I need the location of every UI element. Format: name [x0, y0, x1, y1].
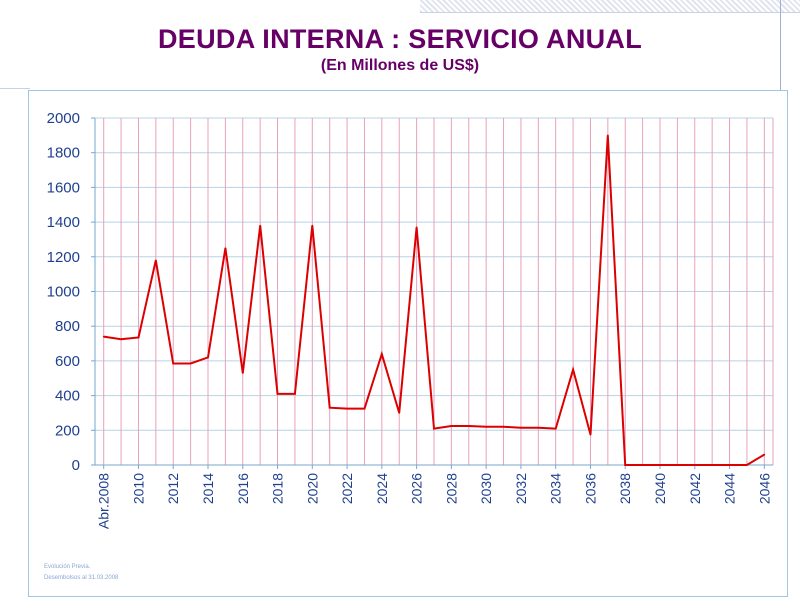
- data-point: [728, 464, 731, 466]
- data-point: [241, 372, 244, 374]
- x-tick-label: 2036: [582, 473, 598, 504]
- x-tick-label: 2020: [304, 473, 320, 504]
- x-tick-label: 2016: [235, 473, 251, 504]
- slide-frame-line: [0, 88, 30, 89]
- data-point: [294, 393, 296, 395]
- x-tick-label: 2026: [409, 473, 425, 504]
- y-tick-label: 1600: [47, 179, 80, 196]
- data-point: [172, 362, 175, 365]
- series: [102, 134, 766, 466]
- data-point: [572, 368, 574, 371]
- data-point: [328, 406, 331, 409]
- data-point: [276, 393, 279, 395]
- y-tick-label: 800: [55, 318, 80, 335]
- y-tick-label: 1200: [47, 249, 80, 266]
- data-point: [485, 426, 487, 428]
- data-point: [155, 259, 157, 262]
- y-tick-label: 400: [55, 388, 80, 405]
- data-point: [259, 224, 261, 227]
- y-tick-label: 200: [55, 422, 80, 439]
- x-tick-label: 2022: [339, 473, 355, 504]
- data-point: [537, 426, 540, 429]
- chart-subtitle: (En Millones de US$): [320, 57, 480, 74]
- data-point: [207, 356, 209, 359]
- x-tick-label: 2040: [652, 473, 668, 504]
- x-tick-label: 2030: [478, 473, 494, 504]
- x-tick-label: 2024: [374, 473, 390, 504]
- gridlines: [95, 117, 774, 466]
- data-point: [102, 335, 105, 338]
- data-point: [433, 427, 435, 430]
- x-tick-label: 2042: [687, 473, 703, 504]
- data-point: [189, 362, 192, 365]
- data-point: [554, 427, 557, 430]
- y-tick-label: 0: [72, 457, 80, 474]
- data-point: [641, 464, 644, 466]
- data-point: [381, 353, 383, 355]
- header-pattern: [420, 0, 800, 13]
- x-tick-label: 2018: [270, 473, 286, 504]
- data-point: [676, 464, 679, 466]
- slide-frame-line: [780, 0, 781, 90]
- data-point: [398, 412, 401, 414]
- tick-labels: 0 200 400 600 800 1000 1200 1400 1600 1800 2000 Abr…: [47, 110, 773, 529]
- y-tick-label: 1400: [47, 214, 80, 231]
- x-tick-label: 2046: [756, 473, 772, 504]
- data-point: [659, 464, 661, 466]
- y-tick-label: 600: [55, 353, 80, 370]
- y-tick-label: 1800: [47, 145, 80, 162]
- y-tick-label: 2000: [47, 110, 80, 127]
- data-point: [346, 407, 348, 410]
- chart-title: DEUDA INTERNA : SERVICIO ANUAL: [157, 24, 643, 54]
- data-point: [363, 407, 366, 410]
- data-point: [450, 425, 453, 427]
- data-point: [467, 425, 470, 427]
- data-point: [589, 433, 592, 436]
- data-point: [415, 226, 418, 229]
- footnote-line-1: Evolución Previa.: [44, 564, 91, 570]
- data-point: [120, 338, 122, 341]
- data-point: [607, 134, 609, 137]
- x-tick-label: 2012: [165, 473, 181, 504]
- x-tick-label: 2028: [443, 473, 459, 504]
- x-tick-label: Abr.2008: [96, 473, 112, 529]
- x-tick-label: 2010: [130, 473, 146, 504]
- data-point: [520, 426, 522, 429]
- x-tick-label: 2038: [617, 473, 633, 504]
- data-point: [137, 336, 140, 339]
- data-point: [746, 464, 748, 466]
- data-point: [224, 247, 227, 249]
- x-tick-label: 2014: [200, 473, 216, 504]
- data-point: [763, 453, 766, 456]
- y-tick-label: 1000: [47, 284, 80, 301]
- x-tick-label: 2032: [513, 473, 529, 504]
- data-point: [693, 464, 696, 466]
- data-point: [711, 464, 713, 466]
- x-tick-label: 2044: [722, 473, 738, 504]
- data-point: [624, 464, 627, 466]
- footnote-line-2: Desembolsos al 31.03.2008: [44, 575, 119, 581]
- data-point: [502, 426, 505, 428]
- data-point: [311, 224, 314, 227]
- x-tick-label: 2034: [548, 473, 564, 504]
